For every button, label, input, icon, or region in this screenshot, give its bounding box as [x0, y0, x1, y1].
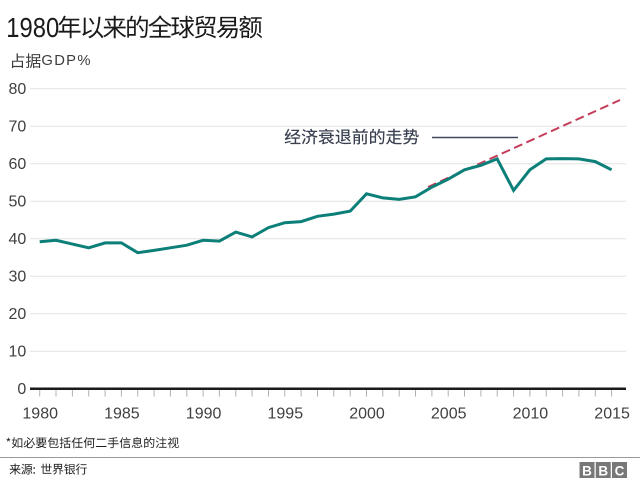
- svg-text:1995: 1995: [268, 405, 304, 422]
- svg-text:2010: 2010: [513, 405, 549, 422]
- svg-text:10: 10: [9, 344, 27, 361]
- svg-text:20: 20: [9, 306, 27, 323]
- svg-text:70: 70: [9, 119, 27, 136]
- svg-text:1980: 1980: [6, 13, 59, 43]
- svg-text:50: 50: [9, 194, 27, 211]
- svg-text:GDP%: GDP%: [41, 53, 91, 69]
- svg-text:B: B: [582, 464, 592, 479]
- svg-text:1985: 1985: [104, 405, 140, 422]
- svg-text:2000: 2000: [349, 405, 385, 422]
- svg-text:80: 80: [9, 81, 27, 98]
- svg-text:1980: 1980: [22, 405, 58, 422]
- svg-text:30: 30: [9, 269, 27, 286]
- svg-text:0: 0: [17, 381, 26, 398]
- svg-text:B: B: [598, 464, 608, 479]
- svg-text:1990: 1990: [186, 405, 222, 422]
- svg-text:40: 40: [9, 231, 27, 248]
- svg-text:2015: 2015: [594, 405, 630, 422]
- svg-text:60: 60: [9, 156, 27, 173]
- svg-text:2005: 2005: [431, 405, 467, 422]
- svg-text:C: C: [615, 464, 625, 479]
